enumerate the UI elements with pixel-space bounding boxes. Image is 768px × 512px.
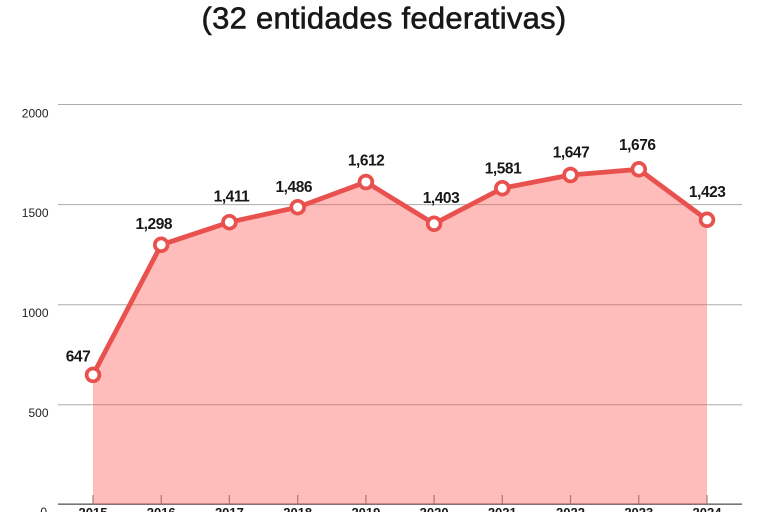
svg-text:1500: 1500 — [22, 206, 49, 220]
svg-text:2015: 2015 — [79, 505, 108, 512]
svg-text:2020: 2020 — [420, 505, 449, 512]
svg-text:2000: 2000 — [22, 106, 49, 120]
svg-text:647: 647 — [66, 349, 91, 366]
svg-text:2022: 2022 — [556, 505, 585, 512]
svg-text:1,423: 1,423 — [689, 184, 726, 201]
svg-text:2016: 2016 — [147, 505, 176, 512]
svg-text:2018: 2018 — [283, 505, 312, 512]
svg-text:1000: 1000 — [22, 306, 49, 320]
svg-text:2019: 2019 — [351, 505, 380, 512]
svg-text:2021: 2021 — [488, 505, 517, 512]
svg-text:500: 500 — [28, 406, 48, 420]
svg-text:2017: 2017 — [215, 505, 244, 512]
svg-text:0: 0 — [40, 505, 47, 512]
svg-text:2024: 2024 — [693, 505, 723, 512]
svg-text:1,647: 1,647 — [553, 145, 590, 162]
svg-text:1,298: 1,298 — [136, 216, 173, 233]
svg-text:1,403: 1,403 — [423, 190, 460, 207]
svg-text:1,676: 1,676 — [619, 137, 656, 154]
svg-text:2023: 2023 — [624, 505, 653, 512]
svg-text:(32 entidades federativas): (32 entidades federativas) — [202, 1, 567, 36]
svg-text:1,486: 1,486 — [276, 179, 313, 196]
svg-text:1,612: 1,612 — [348, 152, 385, 169]
svg-text:1,581: 1,581 — [485, 160, 522, 177]
svg-text:1,411: 1,411 — [214, 188, 251, 205]
